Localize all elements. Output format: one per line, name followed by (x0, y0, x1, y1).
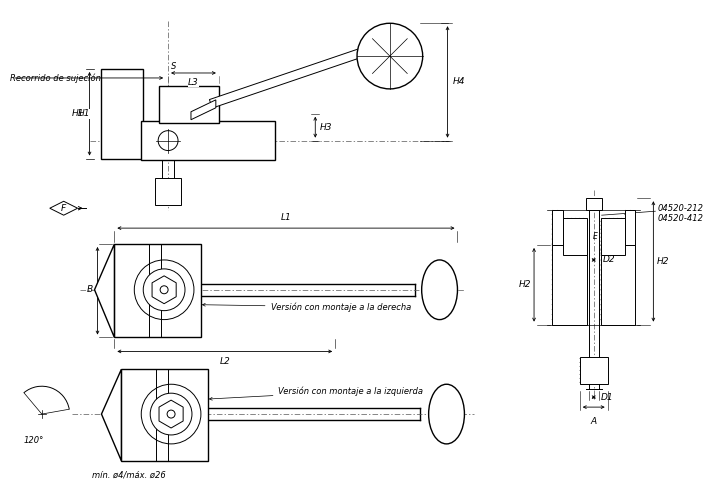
Bar (563, 218, 587, 255)
Circle shape (357, 23, 422, 89)
Text: S: S (171, 62, 177, 71)
Text: 04520-212: 04520-212 (657, 204, 703, 213)
Bar (580, 357, 608, 384)
Bar (114, 244, 201, 337)
Text: H2: H2 (518, 280, 531, 289)
Circle shape (150, 393, 192, 435)
Text: H3: H3 (320, 123, 333, 132)
Ellipse shape (429, 384, 465, 444)
Polygon shape (49, 201, 78, 215)
Text: L3: L3 (188, 78, 198, 87)
Bar (552, 210, 563, 245)
Text: L1: L1 (281, 213, 292, 222)
Text: H1: H1 (78, 109, 90, 118)
Circle shape (141, 384, 201, 444)
Text: B: B (87, 285, 92, 294)
Polygon shape (95, 244, 114, 337)
Circle shape (160, 286, 168, 294)
Bar (159, 86, 219, 123)
Text: 120°: 120° (24, 436, 44, 445)
Bar (586, 198, 602, 210)
Text: A: A (590, 417, 597, 426)
Text: Versión con montaje a la izquierda: Versión con montaje a la izquierda (209, 387, 424, 400)
Bar (121, 369, 208, 461)
Text: D1: D1 (601, 393, 614, 402)
Circle shape (167, 410, 175, 418)
Text: Versión con montaje a la derecha: Versión con montaje a la derecha (203, 302, 411, 312)
Bar (102, 69, 143, 159)
Text: F: F (61, 204, 66, 213)
Text: mín. ø4/máx. ø26: mín. ø4/máx. ø26 (92, 471, 165, 480)
Polygon shape (159, 400, 183, 428)
Text: E: E (593, 232, 598, 241)
Text: L2: L2 (220, 357, 230, 366)
Circle shape (134, 260, 194, 320)
Circle shape (158, 131, 178, 151)
Circle shape (143, 269, 185, 311)
Text: H1: H1 (71, 109, 84, 118)
Polygon shape (102, 369, 121, 461)
Polygon shape (152, 276, 176, 304)
Text: H4: H4 (452, 78, 465, 86)
Bar (601, 245, 635, 325)
Ellipse shape (422, 260, 457, 320)
Text: 04520-412: 04520-412 (657, 214, 703, 223)
Bar (155, 178, 181, 205)
Text: H2: H2 (656, 257, 669, 266)
Bar (552, 245, 587, 325)
Text: D2: D2 (603, 255, 615, 264)
Bar (141, 121, 276, 161)
Bar (601, 218, 624, 255)
Polygon shape (209, 49, 361, 108)
Polygon shape (191, 100, 216, 120)
Text: Recorrido de sujeción: Recorrido de sujeción (10, 73, 101, 83)
Bar (624, 210, 635, 245)
